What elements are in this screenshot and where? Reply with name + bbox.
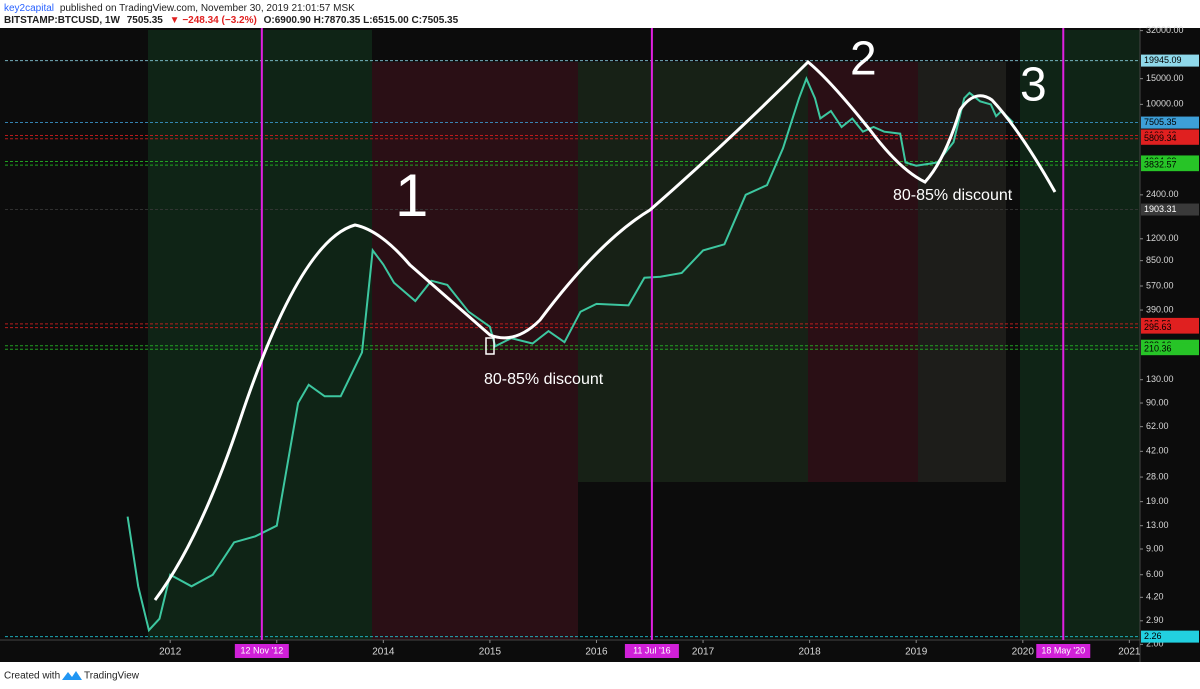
cycle-zone (372, 62, 578, 640)
published-text: published on TradingView.com, November 3… (60, 3, 355, 14)
y-tick-label: 6.00 (1146, 569, 1164, 579)
price-label: 19945.09 (1144, 55, 1182, 65)
price-label: 210.36 (1144, 344, 1172, 354)
header-line: key2capital published on TradingView.com… (4, 3, 355, 14)
y-tick-label: 9.00 (1146, 543, 1164, 553)
y-tick-label: 390.00 (1146, 304, 1174, 314)
x-tick-label: 2019 (905, 647, 928, 658)
cycle-zone (918, 62, 1006, 482)
tv-logo (62, 671, 82, 680)
annotation: 80-85% discount (893, 187, 1013, 204)
y-tick-label: 570.00 (1146, 280, 1174, 290)
price-label-box (1141, 132, 1199, 145)
symbol-line: BITSTAMP:BTCUSD, 1W 7505.35 ▼ −248.34 (−… (4, 15, 459, 26)
x-tick-label: 2021 (1118, 647, 1141, 658)
y-tick-label: 19.00 (1146, 496, 1169, 506)
y-tick-label: 90.00 (1146, 397, 1169, 407)
x-tick-label: 2012 (159, 647, 182, 658)
price-label: 2.26 (1144, 631, 1162, 641)
footer-brand[interactable]: TradingView (84, 671, 140, 682)
y-tick-label: 2.00 (1146, 639, 1164, 649)
x-tick-label: 2016 (585, 647, 608, 658)
y-tick-label: 42.00 (1146, 446, 1169, 456)
price-label-box (1141, 203, 1199, 216)
cycle-zone (808, 62, 918, 482)
price-line-series (126, 76, 1014, 633)
y-tick-label: 10000.00 (1146, 99, 1184, 109)
hand-drawn-cycle (153, 59, 1057, 601)
cycle-zone (148, 30, 372, 640)
price-label: 5809.34 (1144, 133, 1177, 143)
x-tick-label: 2018 (798, 647, 821, 658)
y-tick-label: 28.00 (1146, 471, 1169, 481)
annotation: 1 (395, 162, 428, 229)
price-label-box (1141, 630, 1199, 643)
y-tick-label: 13.00 (1146, 520, 1169, 530)
x-tick-label: 2017 (692, 647, 715, 658)
ohlc: O:6900.90 H:7870.35 L:6515.00 C:7505.35 (264, 15, 459, 26)
y-tick-label: 2400.00 (1146, 189, 1179, 199)
y-tick-label: 2.90 (1146, 615, 1164, 625)
date-marker-label: 11 Jul '16 (633, 645, 671, 655)
footer-text: Created with (4, 671, 60, 682)
date-marker-label: 18 May '20 (1041, 645, 1085, 655)
y-tick-label: 15000.00 (1146, 73, 1184, 83)
cycle-zone (578, 62, 808, 482)
price-label-box (1141, 116, 1199, 129)
y-tick-label: 4.20 (1146, 592, 1164, 602)
price-label: 295.63 (1144, 322, 1172, 332)
y-tick-label: 32000.00 (1146, 25, 1184, 35)
box-marker (485, 337, 495, 355)
date-marker-box (1036, 644, 1091, 658)
y-tick-label: 62.00 (1146, 421, 1169, 431)
plot: 32000.00 15000.00 10000.00 2400.00 1200.00 85… (5, 25, 1199, 671)
price-label: 1903.31 (1144, 204, 1177, 214)
date-marker-box (624, 644, 679, 658)
y-tick-label: 850.00 (1146, 255, 1174, 265)
x-tick-label: 2015 (479, 647, 502, 658)
price-label: 7505.35 (1144, 117, 1177, 127)
date-marker-label: 12 Nov '12 (240, 645, 283, 655)
author-link[interactable]: key2capital (4, 3, 54, 14)
last-price: 7505.35 (127, 15, 164, 26)
price-label-box (1141, 343, 1199, 356)
symbol: BITSTAMP:BTCUSD, 1W (4, 15, 120, 26)
price-label-box (1141, 321, 1199, 334)
annotation: 2 (850, 33, 877, 86)
annotation: 3 (1020, 59, 1047, 112)
cycle-zone (1020, 30, 1140, 640)
x-tick-label: 2020 (1012, 647, 1035, 658)
footer-background (0, 662, 1200, 689)
price-label-box (1141, 159, 1199, 172)
annotation: 80-85% discount (484, 371, 604, 388)
y-tick-label: 130.00 (1146, 374, 1174, 384)
y-tick-label: 1200.00 (1146, 233, 1179, 243)
price-change: ▼ −248.34 (−3.2%) (170, 15, 257, 26)
date-marker-box (234, 644, 289, 658)
x-tick-label: 2014 (372, 647, 395, 658)
price-label: 3832.57 (1144, 160, 1177, 170)
price-label-box (1141, 54, 1199, 67)
